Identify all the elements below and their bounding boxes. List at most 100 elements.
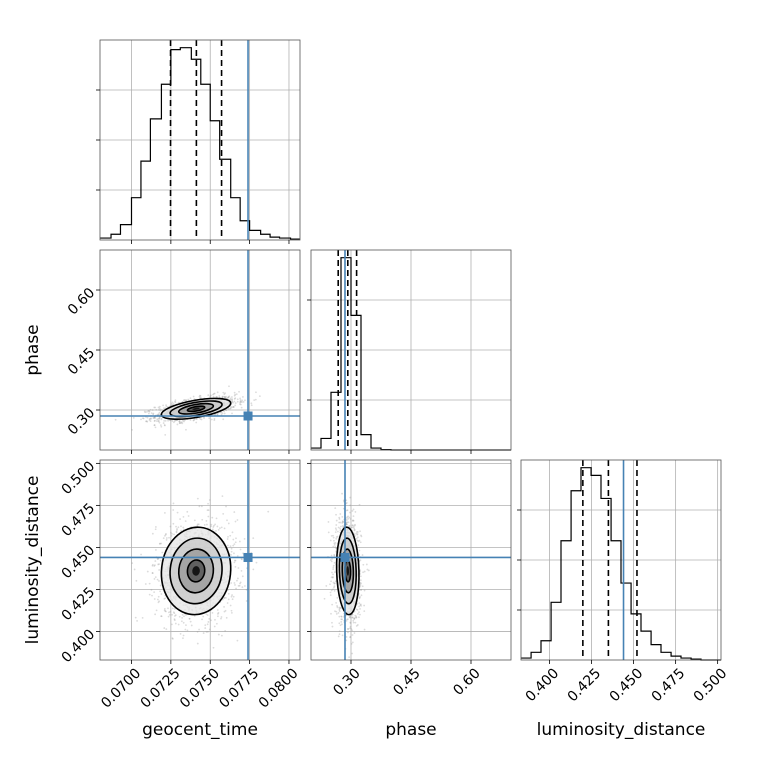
- sample-point: [333, 589, 336, 592]
- sample-point: [223, 412, 226, 415]
- sample-point: [231, 594, 233, 596]
- sample-point: [154, 419, 156, 422]
- sample-point: [335, 537, 338, 540]
- sample-point: [153, 598, 156, 600]
- sample-point: [206, 614, 209, 616]
- sample-point: [333, 586, 335, 589]
- sample-point: [236, 519, 239, 521]
- sample-point: [168, 419, 171, 422]
- sample-point: [159, 409, 162, 412]
- sample-point: [235, 587, 237, 590]
- sample-point: [213, 524, 215, 527]
- sample-point: [153, 578, 156, 580]
- sample-point: [331, 588, 334, 591]
- sample-point: [146, 410, 148, 413]
- sample-point: [173, 612, 176, 615]
- x-tick-label: 0.0700: [98, 665, 144, 711]
- sample-point: [233, 391, 236, 394]
- sample-point: [184, 520, 187, 523]
- sample-point: [202, 632, 205, 634]
- sample-point: [208, 499, 211, 501]
- sample-point: [237, 567, 240, 569]
- sample-point: [351, 629, 354, 632]
- x-tick-label: 0.475: [649, 665, 689, 705]
- sample-point: [224, 629, 227, 632]
- sample-point: [347, 618, 349, 621]
- x-axis-label: luminosity_distance: [537, 720, 706, 740]
- sample-point: [234, 520, 237, 523]
- sample-point: [329, 583, 331, 586]
- sample-point: [150, 417, 152, 420]
- sample-point: [174, 622, 177, 625]
- sample-point: [339, 624, 342, 627]
- sample-point: [146, 416, 149, 419]
- sample-point: [217, 615, 219, 618]
- sample-point: [153, 424, 156, 427]
- sample-point: [352, 621, 355, 624]
- x-axis-label: geocent_time: [142, 720, 258, 740]
- sample-point: [157, 417, 160, 420]
- sample-point: [163, 512, 166, 514]
- sample-point: [182, 526, 185, 529]
- sample-point: [154, 526, 157, 528]
- sample-point: [148, 419, 151, 421]
- sample-point: [229, 398, 232, 401]
- sample-point: [244, 399, 246, 402]
- sample-point: [200, 418, 203, 421]
- sample-point: [333, 542, 336, 545]
- x-tick-label: 0.45: [390, 665, 423, 698]
- sample-point: [240, 558, 243, 560]
- sample-point: [216, 525, 219, 528]
- sample-point: [332, 576, 334, 578]
- sample-point: [358, 553, 361, 556]
- sample-point: [348, 616, 351, 618]
- sample-point: [220, 526, 223, 529]
- sample-point: [222, 391, 225, 394]
- sample-point: [207, 509, 210, 512]
- sample-point: [333, 561, 336, 564]
- sample-point: [147, 412, 150, 415]
- sample-point: [160, 615, 163, 617]
- panel-geocent_time-luminosity_distance: [100, 460, 300, 660]
- sample-point: [172, 522, 175, 525]
- sample-point: [215, 622, 218, 625]
- sample-point: [332, 536, 335, 539]
- sample-point: [181, 616, 183, 619]
- sample-point: [158, 569, 161, 571]
- sample-point: [354, 614, 357, 617]
- sample-point: [233, 406, 235, 408]
- sample-point: [227, 396, 230, 399]
- sample-point: [357, 544, 360, 547]
- sample-point: [170, 402, 173, 405]
- sample-point: [145, 420, 148, 423]
- sample-point: [356, 533, 359, 536]
- sample-point: [351, 616, 354, 619]
- sample-point: [227, 535, 229, 538]
- sample-point: [352, 515, 355, 518]
- sample-point: [181, 613, 184, 616]
- sample-point: [349, 625, 352, 628]
- sample-point: [350, 642, 353, 645]
- contour-line: [335, 526, 360, 616]
- sample-point: [229, 407, 231, 410]
- sample-point: [163, 607, 166, 610]
- sample-point: [163, 597, 166, 600]
- sample-point: [365, 563, 368, 566]
- y-axis-label: phase: [23, 324, 43, 375]
- sample-point: [234, 584, 236, 586]
- sample-point: [158, 542, 161, 545]
- sample-point: [353, 528, 356, 531]
- sample-point: [165, 405, 168, 408]
- sample-point: [162, 404, 165, 407]
- sample-point: [193, 418, 196, 421]
- sample-point: [232, 544, 235, 547]
- sample-point: [244, 585, 246, 587]
- sample-point: [159, 424, 162, 427]
- sample-point: [360, 604, 362, 607]
- sample-point: [219, 527, 221, 529]
- sample-point: [182, 515, 185, 518]
- sample-point: [347, 521, 350, 524]
- x-tick-label: 0.0750: [177, 665, 223, 711]
- sample-point: [355, 616, 358, 619]
- sample-point: [223, 596, 226, 599]
